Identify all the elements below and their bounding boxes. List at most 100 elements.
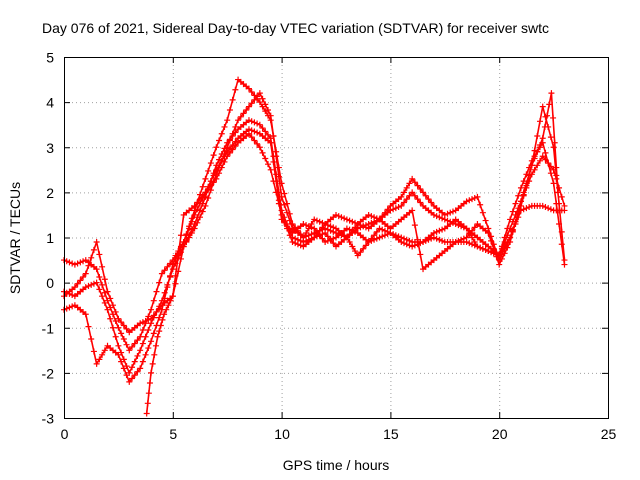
data-point — [406, 180, 413, 187]
data-point — [376, 225, 383, 232]
data-point — [466, 197, 473, 204]
data-point — [384, 206, 391, 213]
data-point — [96, 251, 103, 258]
data-point — [199, 183, 206, 190]
data-point — [243, 107, 250, 114]
data-point — [163, 306, 170, 313]
data-point — [531, 166, 538, 173]
data-point — [501, 234, 508, 241]
data-point — [333, 211, 339, 218]
data-point — [267, 139, 274, 146]
data-point — [90, 246, 97, 253]
data-point — [469, 227, 475, 234]
data-point — [66, 259, 73, 266]
data-point — [251, 128, 258, 135]
data-point — [144, 400, 151, 407]
data-point — [520, 189, 527, 196]
axis-ticks — [64, 57, 609, 419]
data-point — [265, 161, 271, 168]
data-point — [411, 242, 418, 249]
data-point — [221, 123, 228, 130]
data-point — [466, 231, 473, 238]
data-point — [284, 209, 291, 216]
data-point — [93, 360, 100, 367]
data-point — [433, 213, 440, 220]
data-point — [395, 204, 402, 211]
data-point — [82, 270, 89, 277]
data-point — [226, 137, 233, 144]
data-point — [417, 251, 424, 258]
data-point — [335, 213, 342, 220]
data-point — [139, 358, 146, 365]
data-point — [376, 234, 383, 241]
data-point — [458, 236, 465, 243]
y-tick-label: 5 — [46, 50, 54, 66]
data-point — [411, 222, 418, 229]
data-point — [553, 164, 560, 171]
data-point — [115, 351, 122, 358]
data-point — [120, 336, 127, 343]
data-point — [137, 320, 144, 327]
data-point — [460, 235, 467, 242]
data-point — [232, 143, 239, 150]
data-point — [101, 347, 108, 354]
data-point — [205, 185, 212, 192]
data-point — [371, 232, 378, 239]
data-point — [273, 153, 280, 160]
data-point — [90, 348, 97, 355]
data-point — [278, 211, 285, 218]
data-point — [229, 96, 236, 103]
data-point — [197, 214, 203, 221]
y-tick-label: -2 — [42, 365, 55, 381]
data-point — [129, 375, 135, 382]
data-point — [531, 147, 538, 154]
data-point — [154, 333, 161, 340]
data-point — [88, 336, 95, 343]
data-point — [414, 236, 421, 243]
data-point — [232, 86, 239, 93]
data-point — [245, 130, 252, 137]
data-point — [498, 255, 505, 262]
data-point — [149, 360, 156, 367]
data-point — [262, 155, 269, 162]
data-point — [224, 117, 231, 124]
data-point — [362, 224, 369, 231]
data-point — [107, 315, 114, 322]
y-tick-label: 0 — [46, 275, 54, 291]
data-point — [74, 260, 81, 267]
data-point — [165, 302, 172, 309]
data-point — [156, 305, 163, 312]
data-point — [441, 211, 448, 218]
data-point — [148, 306, 155, 313]
data-point — [526, 204, 533, 211]
data-point — [346, 231, 353, 238]
data-point — [537, 141, 543, 148]
data-point — [381, 209, 388, 216]
data-point — [213, 144, 220, 151]
data-point — [188, 229, 195, 236]
data-point — [286, 232, 293, 239]
data-point — [129, 364, 135, 371]
data-point — [153, 288, 160, 295]
data-point — [120, 322, 127, 329]
data-point — [156, 279, 163, 286]
data-point — [357, 249, 364, 256]
data-point — [537, 157, 543, 164]
data-point — [145, 390, 152, 397]
data-point — [352, 248, 359, 255]
data-point — [444, 210, 451, 217]
data-point — [523, 205, 530, 212]
data-point — [477, 244, 484, 251]
data-point — [183, 239, 190, 246]
x-tick-label: 25 — [601, 426, 617, 442]
data-point — [169, 261, 176, 268]
data-point — [327, 223, 334, 230]
data-point — [275, 200, 282, 207]
data-point — [254, 120, 261, 127]
data-point — [539, 103, 546, 110]
data-point — [463, 234, 470, 241]
data-point — [71, 261, 78, 268]
data-point — [425, 196, 432, 203]
data-point — [148, 369, 155, 376]
data-point — [191, 202, 198, 209]
